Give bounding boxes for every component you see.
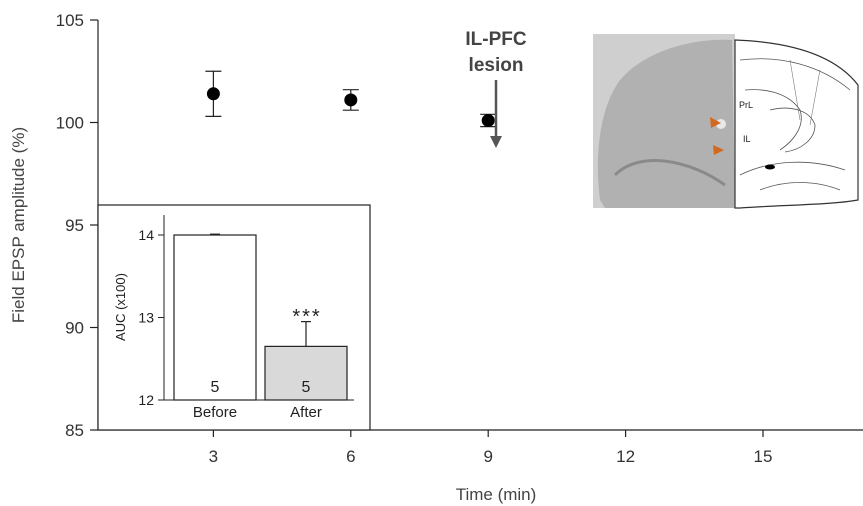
x-ticks: 36912151821242730	[209, 430, 773, 466]
atlas-label-prl: PrL	[739, 100, 753, 110]
atlas-line-1	[739, 58, 851, 91]
y-axis-title: Field EPSP amplitude (%)	[9, 127, 28, 323]
lesion-annotation: IL-PFC lesion	[465, 29, 527, 148]
lesion-arrow-1-icon	[710, 117, 721, 128]
atlas-line-6	[789, 59, 821, 126]
x-tick-label: 12	[616, 447, 635, 466]
inset-bar	[264, 345, 348, 401]
atlas-line-2	[744, 89, 802, 151]
inset-category-label: Before	[193, 404, 237, 421]
inset-auc-chart: 12 13 14 AUC (x100) 5 Before 5 After ***	[97, 204, 371, 431]
y-ticks: 85 90 95 100 105	[56, 11, 98, 440]
inset-bar	[173, 234, 257, 401]
x-tick-label: 15	[754, 447, 773, 466]
histology-image	[593, 34, 735, 208]
lesion-spot	[716, 119, 726, 129]
down-arrow-head-icon	[490, 136, 502, 148]
y-tick-label: 105	[56, 11, 84, 30]
y-tick-label: 85	[65, 421, 84, 440]
atlas-schematic: PrL IL	[734, 39, 859, 209]
atlas-lesion-mark	[765, 164, 775, 170]
lesion-arrow-2-icon	[713, 145, 724, 155]
y-tick-label: 90	[65, 319, 84, 338]
data-point	[344, 93, 358, 107]
x-tick-label: 9	[483, 447, 492, 466]
annotation-line-2: lesion	[469, 55, 524, 76]
inset-y-tick-label: 13	[138, 310, 154, 326]
inset-n-label: 5	[211, 379, 220, 396]
atlas-line-5	[759, 182, 841, 191]
x-axis-title: Time (min)	[456, 485, 537, 504]
x-tick-label: 6	[346, 447, 355, 466]
data-point	[481, 113, 495, 127]
inset-y-tick-label: 12	[138, 392, 154, 408]
inset-n-label: 5	[302, 379, 311, 396]
inset-category-label: After	[290, 404, 322, 421]
x-tick-label: 3	[209, 447, 218, 466]
inset-y-axis-title: AUC (x100)	[113, 273, 128, 341]
data-point	[206, 87, 220, 101]
brain-slice-shape	[597, 39, 735, 208]
inset-bars: 5 Before 5 After	[173, 233, 348, 421]
y-tick-label: 100	[56, 114, 84, 133]
inset-y-ticks: 12 13 14	[138, 227, 164, 408]
annotation-line-1: IL-PFC	[465, 29, 526, 50]
inset-significance-label: ***	[292, 306, 321, 328]
slice-detail	[613, 159, 726, 187]
y-tick-label: 95	[65, 216, 84, 235]
inset-y-tick-label: 14	[138, 227, 154, 243]
atlas-line-3	[769, 107, 816, 153]
atlas-label-il: IL	[743, 134, 751, 144]
atlas-line-4	[739, 161, 846, 176]
